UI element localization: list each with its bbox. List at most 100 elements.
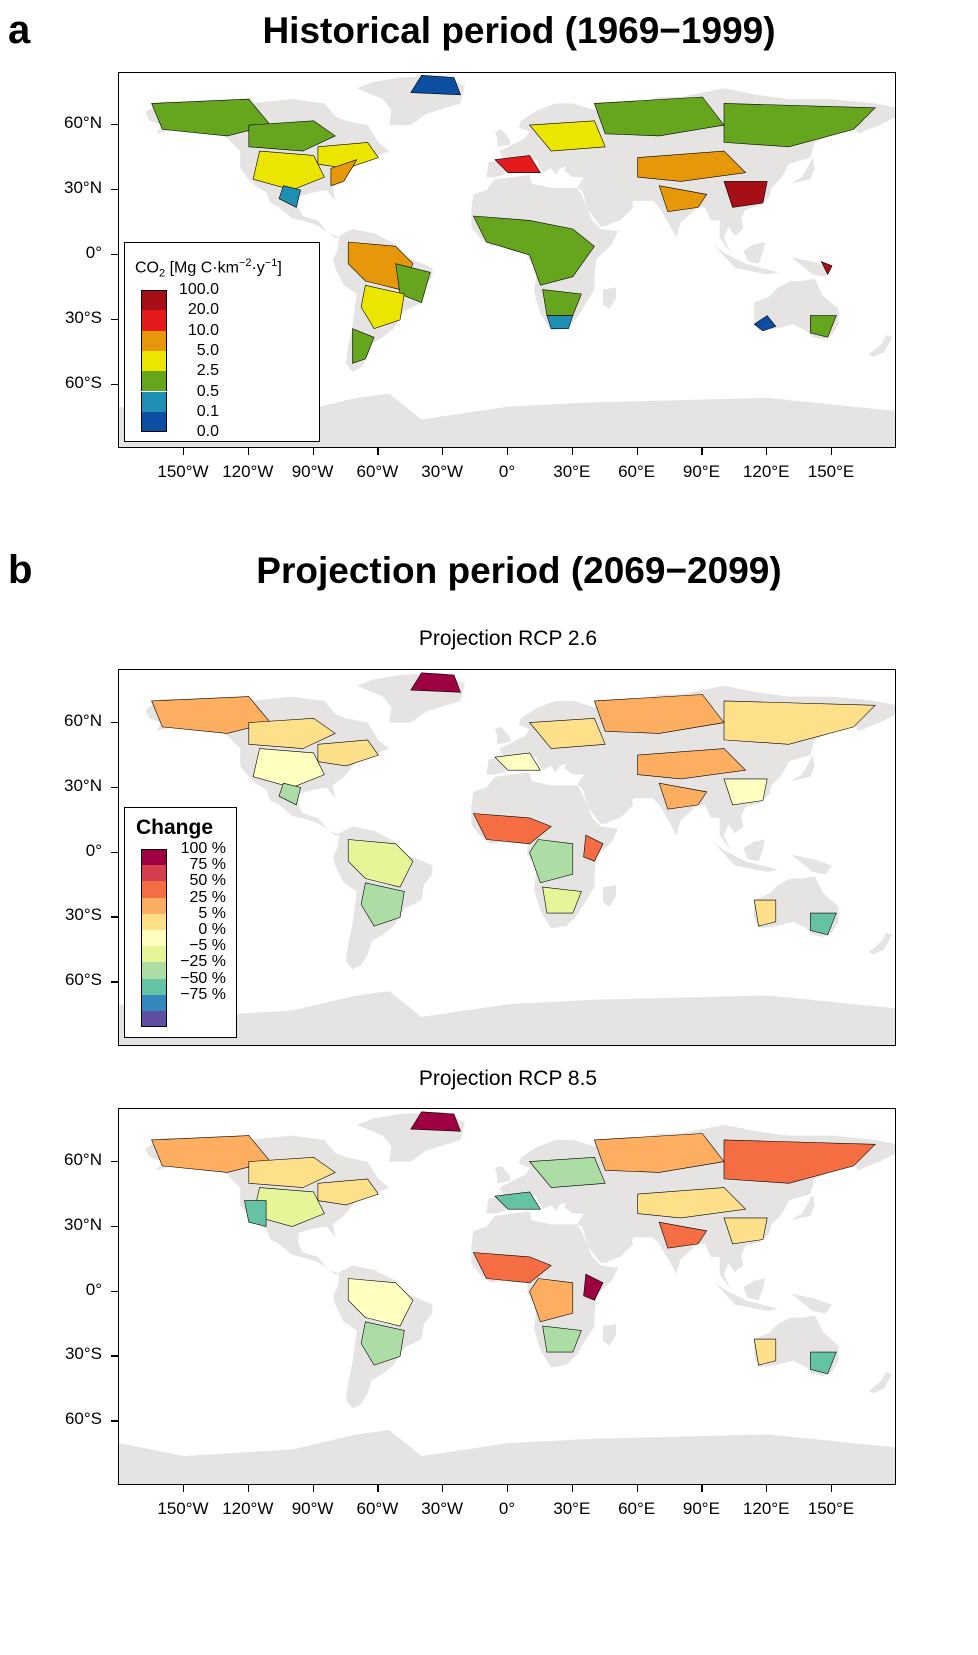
change-legend-label: 50 % bbox=[189, 872, 226, 890]
y-tick-label: 60°S bbox=[64, 372, 102, 392]
basin-region bbox=[278, 782, 301, 806]
x-tick bbox=[701, 1485, 703, 1492]
rcp85-subtitle: Projection RCP 8.5 bbox=[418, 1067, 598, 1090]
change-legend-swatch bbox=[141, 994, 167, 1011]
land-borneo bbox=[743, 1278, 765, 1301]
basin-region bbox=[723, 181, 768, 208]
change-legend-swatch bbox=[141, 865, 167, 882]
change-legend-swatch bbox=[141, 913, 167, 930]
y-tick bbox=[111, 1160, 118, 1162]
y-tick bbox=[111, 916, 118, 918]
land-nz bbox=[868, 335, 893, 357]
y-tick-label: 60°N bbox=[64, 1149, 102, 1169]
basin-region bbox=[347, 1278, 414, 1327]
basin-region bbox=[494, 752, 541, 771]
x-tick-label: 150°E bbox=[807, 1499, 855, 1518]
land-uk bbox=[495, 726, 511, 745]
basin-region bbox=[753, 315, 777, 332]
x-tick bbox=[636, 448, 638, 455]
change-legend-swatch bbox=[141, 849, 167, 866]
basin-region bbox=[410, 672, 461, 693]
x-tick bbox=[831, 448, 833, 455]
basin-region bbox=[410, 74, 461, 96]
basin-region bbox=[529, 1278, 574, 1323]
x-tick bbox=[507, 1485, 509, 1492]
x-tick-label: 90°E bbox=[682, 462, 720, 481]
co2-legend-swatch bbox=[141, 330, 167, 351]
basin-region bbox=[472, 1252, 552, 1284]
basin-region bbox=[658, 782, 708, 810]
co2-legend: CO2 [Mg C·km−2·y−1] 100.0 20.0 10.0 5.0 2.5 0… bbox=[124, 242, 320, 442]
land-borneo bbox=[743, 242, 765, 264]
change-legend-swatch bbox=[141, 962, 167, 979]
change-legend-swatch bbox=[141, 978, 167, 995]
basin-region bbox=[593, 96, 725, 137]
basin-region bbox=[542, 886, 582, 914]
co2-legend-swatch bbox=[141, 310, 167, 331]
basin-region bbox=[529, 839, 574, 884]
x-tick bbox=[831, 1485, 833, 1492]
change-legend-label: 25 % bbox=[189, 888, 226, 906]
basin-region bbox=[528, 717, 606, 749]
y-tick bbox=[111, 1420, 118, 1422]
y-tick-label: 30°S bbox=[64, 307, 102, 327]
basin-region bbox=[252, 150, 325, 191]
land-japan bbox=[791, 1194, 815, 1221]
change-legend-label: −75 % bbox=[180, 985, 226, 1003]
x-tick bbox=[571, 448, 573, 455]
x-tick-label: 0° bbox=[498, 462, 516, 481]
basin-region bbox=[546, 315, 574, 329]
x-tick bbox=[247, 448, 249, 455]
basin-region bbox=[528, 120, 606, 152]
y-tick-label: 0° bbox=[85, 243, 102, 262]
y-tick-label: 60°N bbox=[64, 113, 102, 133]
basin-region bbox=[723, 778, 768, 806]
basin-region bbox=[347, 839, 414, 888]
y-tick-label: 30°S bbox=[64, 905, 102, 925]
co2-legend-label: 0.1 bbox=[196, 402, 219, 420]
basin-region bbox=[494, 155, 541, 173]
x-tick bbox=[442, 1485, 444, 1492]
y-tick bbox=[111, 254, 118, 256]
change-legend-label: 100 % bbox=[180, 840, 226, 857]
basin-region bbox=[658, 1221, 708, 1249]
panel-a-title: Historical period (1969−1999) bbox=[262, 10, 776, 51]
x-tick bbox=[377, 448, 379, 455]
land-madagascar bbox=[603, 885, 616, 907]
y-tick-label: 30°N bbox=[64, 1214, 102, 1234]
basin-region bbox=[542, 1325, 582, 1353]
basin-region bbox=[248, 717, 336, 749]
y-tick-label: 60°S bbox=[64, 970, 102, 990]
change-legend-label: −50 % bbox=[180, 969, 226, 987]
change-legend-swatch bbox=[141, 897, 167, 914]
change-legend-label: 75 % bbox=[189, 856, 226, 874]
basin-region bbox=[248, 120, 336, 152]
basin-region bbox=[753, 899, 777, 927]
co2-legend-swatch bbox=[141, 350, 167, 372]
y-tick bbox=[111, 318, 118, 321]
x-tick bbox=[312, 1485, 314, 1492]
x-tick bbox=[247, 1485, 249, 1492]
basin-region bbox=[248, 1156, 336, 1188]
y-tick-label: 0° bbox=[85, 840, 102, 860]
basin-region bbox=[810, 1351, 837, 1375]
y-tick bbox=[111, 981, 118, 983]
co2-legend-swatch bbox=[141, 371, 167, 392]
historical-map-canvas bbox=[119, 74, 895, 447]
x-tick bbox=[312, 448, 314, 455]
y-tick-label: 60°S bbox=[64, 1409, 102, 1429]
x-tick-label: 0° bbox=[498, 1499, 516, 1518]
basin-region bbox=[244, 1200, 267, 1227]
basin-region bbox=[317, 142, 379, 169]
x-tick-label: 120°E bbox=[742, 1499, 790, 1518]
basin-region bbox=[820, 260, 833, 276]
basin-region bbox=[723, 1139, 876, 1184]
panel-b-letter: b bbox=[8, 548, 33, 592]
basin-region bbox=[252, 748, 325, 788]
y-tick bbox=[111, 1355, 118, 1357]
y-tick bbox=[111, 189, 118, 191]
basin-region bbox=[410, 1111, 461, 1132]
x-tick bbox=[766, 448, 768, 455]
basin-region bbox=[360, 882, 405, 927]
co2-legend-label: 10.0 bbox=[187, 321, 219, 339]
